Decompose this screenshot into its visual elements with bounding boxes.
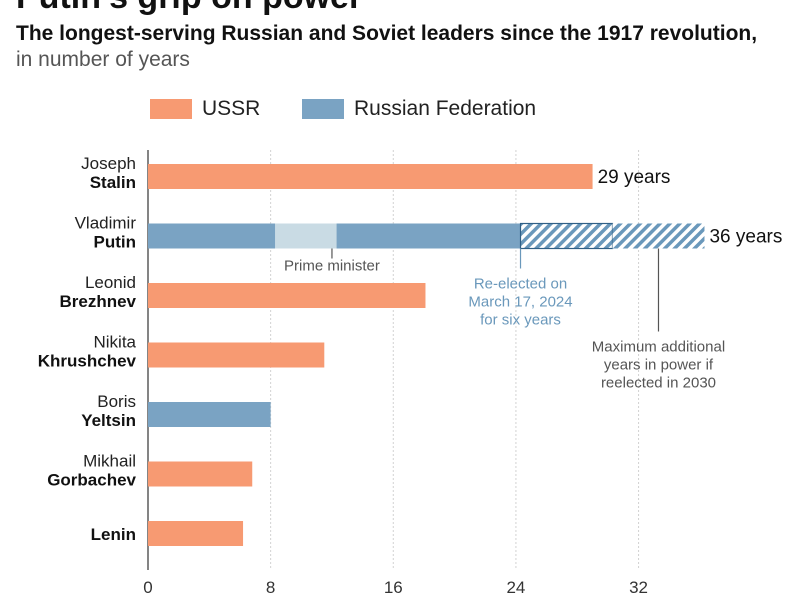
bar-putin-segment-3 xyxy=(519,222,614,250)
leader-first-name-yeltsin: Boris xyxy=(97,392,136,411)
leader-last-name-stalin: Stalin xyxy=(90,173,136,192)
chart-title: Putin's grip on power xyxy=(16,0,362,17)
x-tick-label-8: 8 xyxy=(266,578,275,597)
annotation-re-elected-line-2: for six years xyxy=(480,312,561,329)
x-tick-label-24: 24 xyxy=(506,578,525,597)
value-label-putin: 36 years xyxy=(709,227,782,248)
x-tick-label-32: 32 xyxy=(629,578,648,597)
bar-brezhnev-segment-0 xyxy=(148,283,426,308)
annotation-re-elected-line-0: Re-elected on xyxy=(474,276,567,293)
legend-swatch-ussr xyxy=(150,99,192,119)
leader-last-name-brezhnev: Brezhnev xyxy=(59,292,136,311)
annotation-re-elected-line-1: March 17, 2024 xyxy=(468,294,572,311)
bar-putin-segment-0 xyxy=(148,223,276,249)
leader-last-name-lenin: Lenin xyxy=(91,525,136,544)
annotation-max-additional-line-2: reelected in 2030 xyxy=(601,375,716,392)
leader-last-name-yeltsin: Yeltsin xyxy=(81,411,136,430)
legend-item-russian-federation: Russian Federation xyxy=(302,96,536,122)
bar-putin-segment-1 xyxy=(275,223,337,249)
leader-last-name-gorbachev: Gorbachev xyxy=(47,471,136,490)
leader-first-name-gorbachev: Mikhail xyxy=(83,452,136,471)
leader-last-name-putin: Putin xyxy=(94,233,137,252)
bar-khrushchev-segment-0 xyxy=(148,342,325,368)
leader-first-name-khrushchev: Nikita xyxy=(93,333,136,352)
bar-putin-segment-2 xyxy=(336,223,521,249)
x-tick-label-16: 16 xyxy=(384,578,403,597)
bar-stalin-segment-0 xyxy=(148,164,593,189)
legend-label-russian-federation: Russian Federation xyxy=(354,97,537,120)
leader-first-name-stalin: Joseph xyxy=(81,154,136,173)
value-label-stalin: 29 years xyxy=(598,167,671,188)
legend-label-ussr: USSR xyxy=(202,97,261,120)
annotation-max-additional-line-0: Maximum additional xyxy=(592,339,725,356)
leader-last-name-khrushchev: Khrushchev xyxy=(38,352,137,371)
bar-yeltsin-segment-0 xyxy=(148,402,271,427)
x-tick-label-0: 0 xyxy=(143,578,152,597)
bar-lenin-segment-0 xyxy=(148,521,244,546)
leader-first-name-putin: Vladimir xyxy=(75,214,137,233)
chart-unit: in number of years xyxy=(16,48,190,71)
annotation-prime-minister-line-0: Prime minister xyxy=(284,258,380,275)
legend-swatch-russian-federation xyxy=(302,99,344,119)
bar-gorbachev-segment-0 xyxy=(148,461,253,487)
legend-item-ussr: USSR xyxy=(150,96,260,122)
leader-first-name-brezhnev: Leonid xyxy=(85,273,136,292)
bar-putin-segment-4 xyxy=(612,223,705,249)
annotation-max-additional-line-1: years in power if xyxy=(604,357,714,374)
chart-subtitle: The longest-serving Russian and Soviet l… xyxy=(16,22,758,45)
